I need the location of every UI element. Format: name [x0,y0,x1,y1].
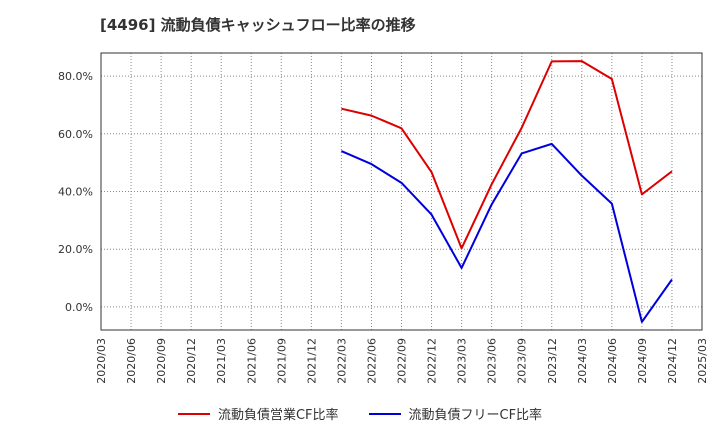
legend-label-free-cf: 流動負債フリーCF比率 [408,408,543,423]
x-tick-label: 2021/06 [245,338,258,384]
x-tick-label: 2023/03 [456,338,469,384]
x-tick-label: 2025/03 [696,338,709,384]
legend-swatch-operating-cf [177,412,210,415]
legend-swatch-free-cf [368,412,401,415]
x-tick-label: 2021/12 [305,338,318,384]
plot-frame [100,52,703,331]
x-tick-label: 2020/12 [185,338,198,384]
legend-item-operating-cf: 流動負債営業CF比率 [177,404,339,423]
y-tick-label: 40.0% [58,186,93,199]
x-tick-label: 2024/06 [606,338,619,384]
legend: 流動負債営業CF比率 流動負債フリーCF比率 [0,404,720,423]
x-tick-label: 2024/12 [666,338,679,384]
x-tick-label: 2023/12 [546,338,559,384]
x-tick-label: 2020/09 [155,338,168,384]
x-tick-label: 2021/09 [275,338,288,384]
x-tick-label: 2020/06 [125,338,138,384]
chart-title: [4496] 流動負債キャッシュフロー比率の推移 [100,16,416,34]
x-tick-label: 2024/09 [636,338,649,384]
x-tick-label: 2023/09 [516,338,529,384]
x-tick-label: 2022/12 [426,338,439,384]
x-tick-label: 2024/03 [576,338,589,384]
x-tick-label: 2021/03 [215,338,228,384]
legend-label-operating-cf: 流動負債営業CF比率 [217,408,339,423]
x-tick-label: 2022/06 [365,338,378,384]
series-line-free-cf [341,142,673,323]
legend-item-free-cf: 流動負債フリーCF比率 [368,404,543,423]
x-tick-label: 2022/09 [396,338,409,384]
x-tick-label: 2020/03 [95,338,108,384]
y-tick-label: 20.0% [58,243,93,256]
x-tick-label: 2023/06 [486,338,499,384]
y-tick-label: 0.0% [65,301,93,314]
y-tick-label: 80.0% [58,70,93,83]
series-line-operating-cf [341,60,673,250]
y-tick-label: 60.0% [58,128,93,141]
x-tick-label: 2022/03 [335,338,348,384]
